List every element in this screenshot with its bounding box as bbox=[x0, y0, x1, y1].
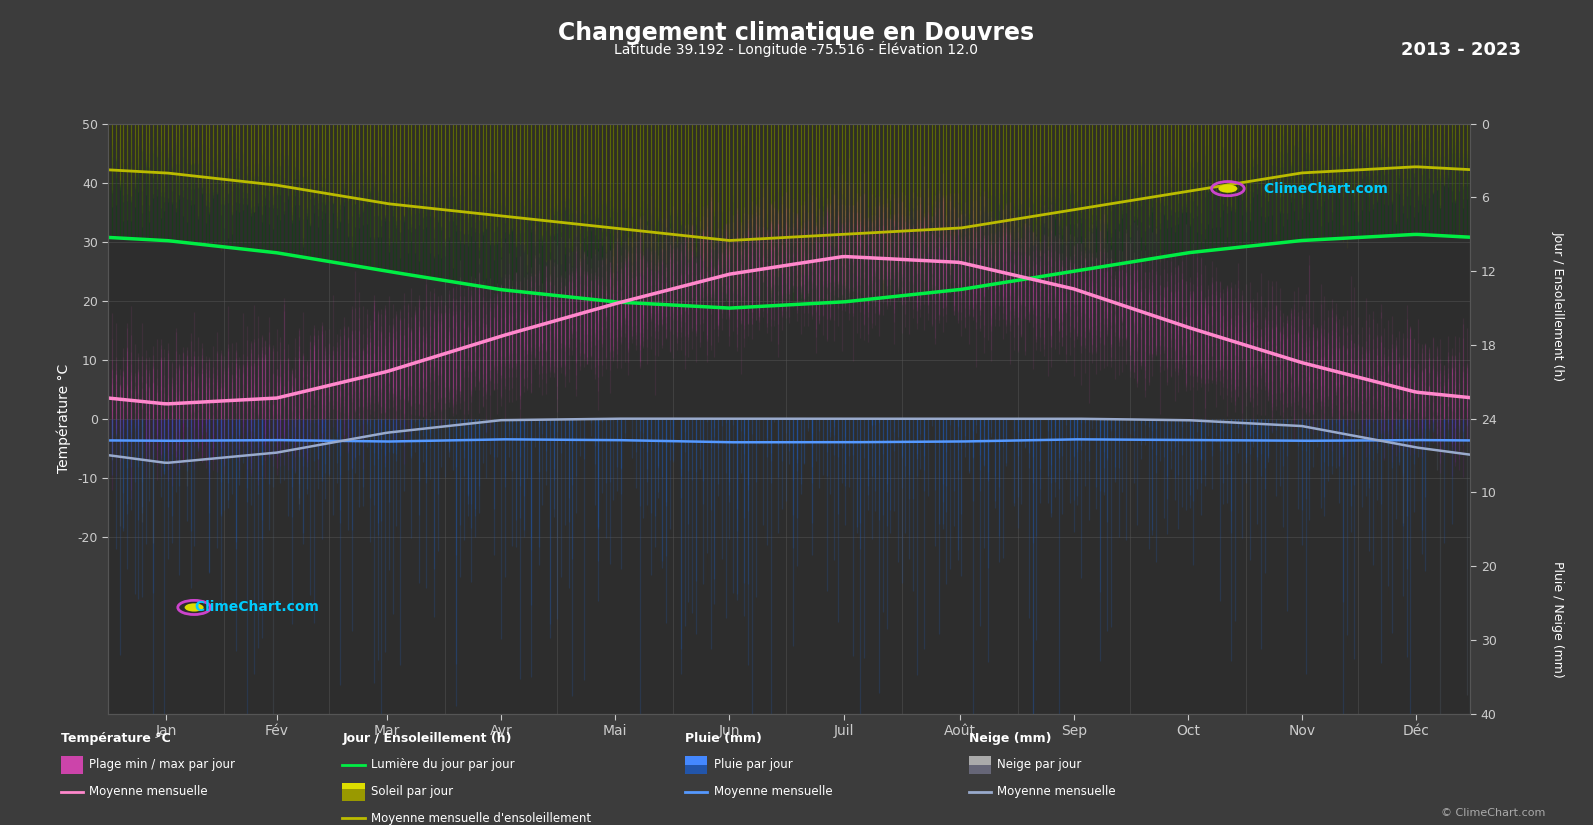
Text: Pluie par jour: Pluie par jour bbox=[714, 758, 792, 771]
Text: © ClimeChart.com: © ClimeChart.com bbox=[1440, 808, 1545, 818]
Text: Moyenne mensuelle: Moyenne mensuelle bbox=[89, 785, 207, 799]
Text: ClimeChart.com: ClimeChart.com bbox=[1258, 182, 1388, 196]
Text: Moyenne mensuelle d'ensoleillement: Moyenne mensuelle d'ensoleillement bbox=[371, 812, 591, 825]
Text: Latitude 39.192 - Longitude -75.516 - Élévation 12.0: Latitude 39.192 - Longitude -75.516 - Él… bbox=[615, 41, 978, 57]
Text: Jour / Ensoleillement (h): Jour / Ensoleillement (h) bbox=[1552, 231, 1564, 381]
Text: Lumière du jour par jour: Lumière du jour par jour bbox=[371, 758, 515, 771]
Text: Moyenne mensuelle: Moyenne mensuelle bbox=[714, 785, 832, 799]
Circle shape bbox=[1219, 185, 1238, 193]
Circle shape bbox=[185, 603, 204, 611]
Text: Neige par jour: Neige par jour bbox=[997, 758, 1082, 771]
Text: ClimeChart.com: ClimeChart.com bbox=[190, 601, 319, 615]
Y-axis label: Température °C: Température °C bbox=[56, 364, 70, 474]
Text: Pluie / Neige (mm): Pluie / Neige (mm) bbox=[1552, 561, 1564, 678]
Text: Soleil par jour: Soleil par jour bbox=[371, 785, 454, 799]
Text: Moyenne mensuelle: Moyenne mensuelle bbox=[997, 785, 1115, 799]
Text: Changement climatique en Douvres: Changement climatique en Douvres bbox=[559, 21, 1034, 45]
Text: Température °C: Température °C bbox=[61, 732, 170, 745]
Text: Pluie (mm): Pluie (mm) bbox=[685, 732, 761, 745]
Text: 2013 - 2023: 2013 - 2023 bbox=[1402, 41, 1521, 59]
Text: Neige (mm): Neige (mm) bbox=[969, 732, 1051, 745]
Text: Jour / Ensoleillement (h): Jour / Ensoleillement (h) bbox=[342, 732, 511, 745]
Text: Plage min / max par jour: Plage min / max par jour bbox=[89, 758, 236, 771]
